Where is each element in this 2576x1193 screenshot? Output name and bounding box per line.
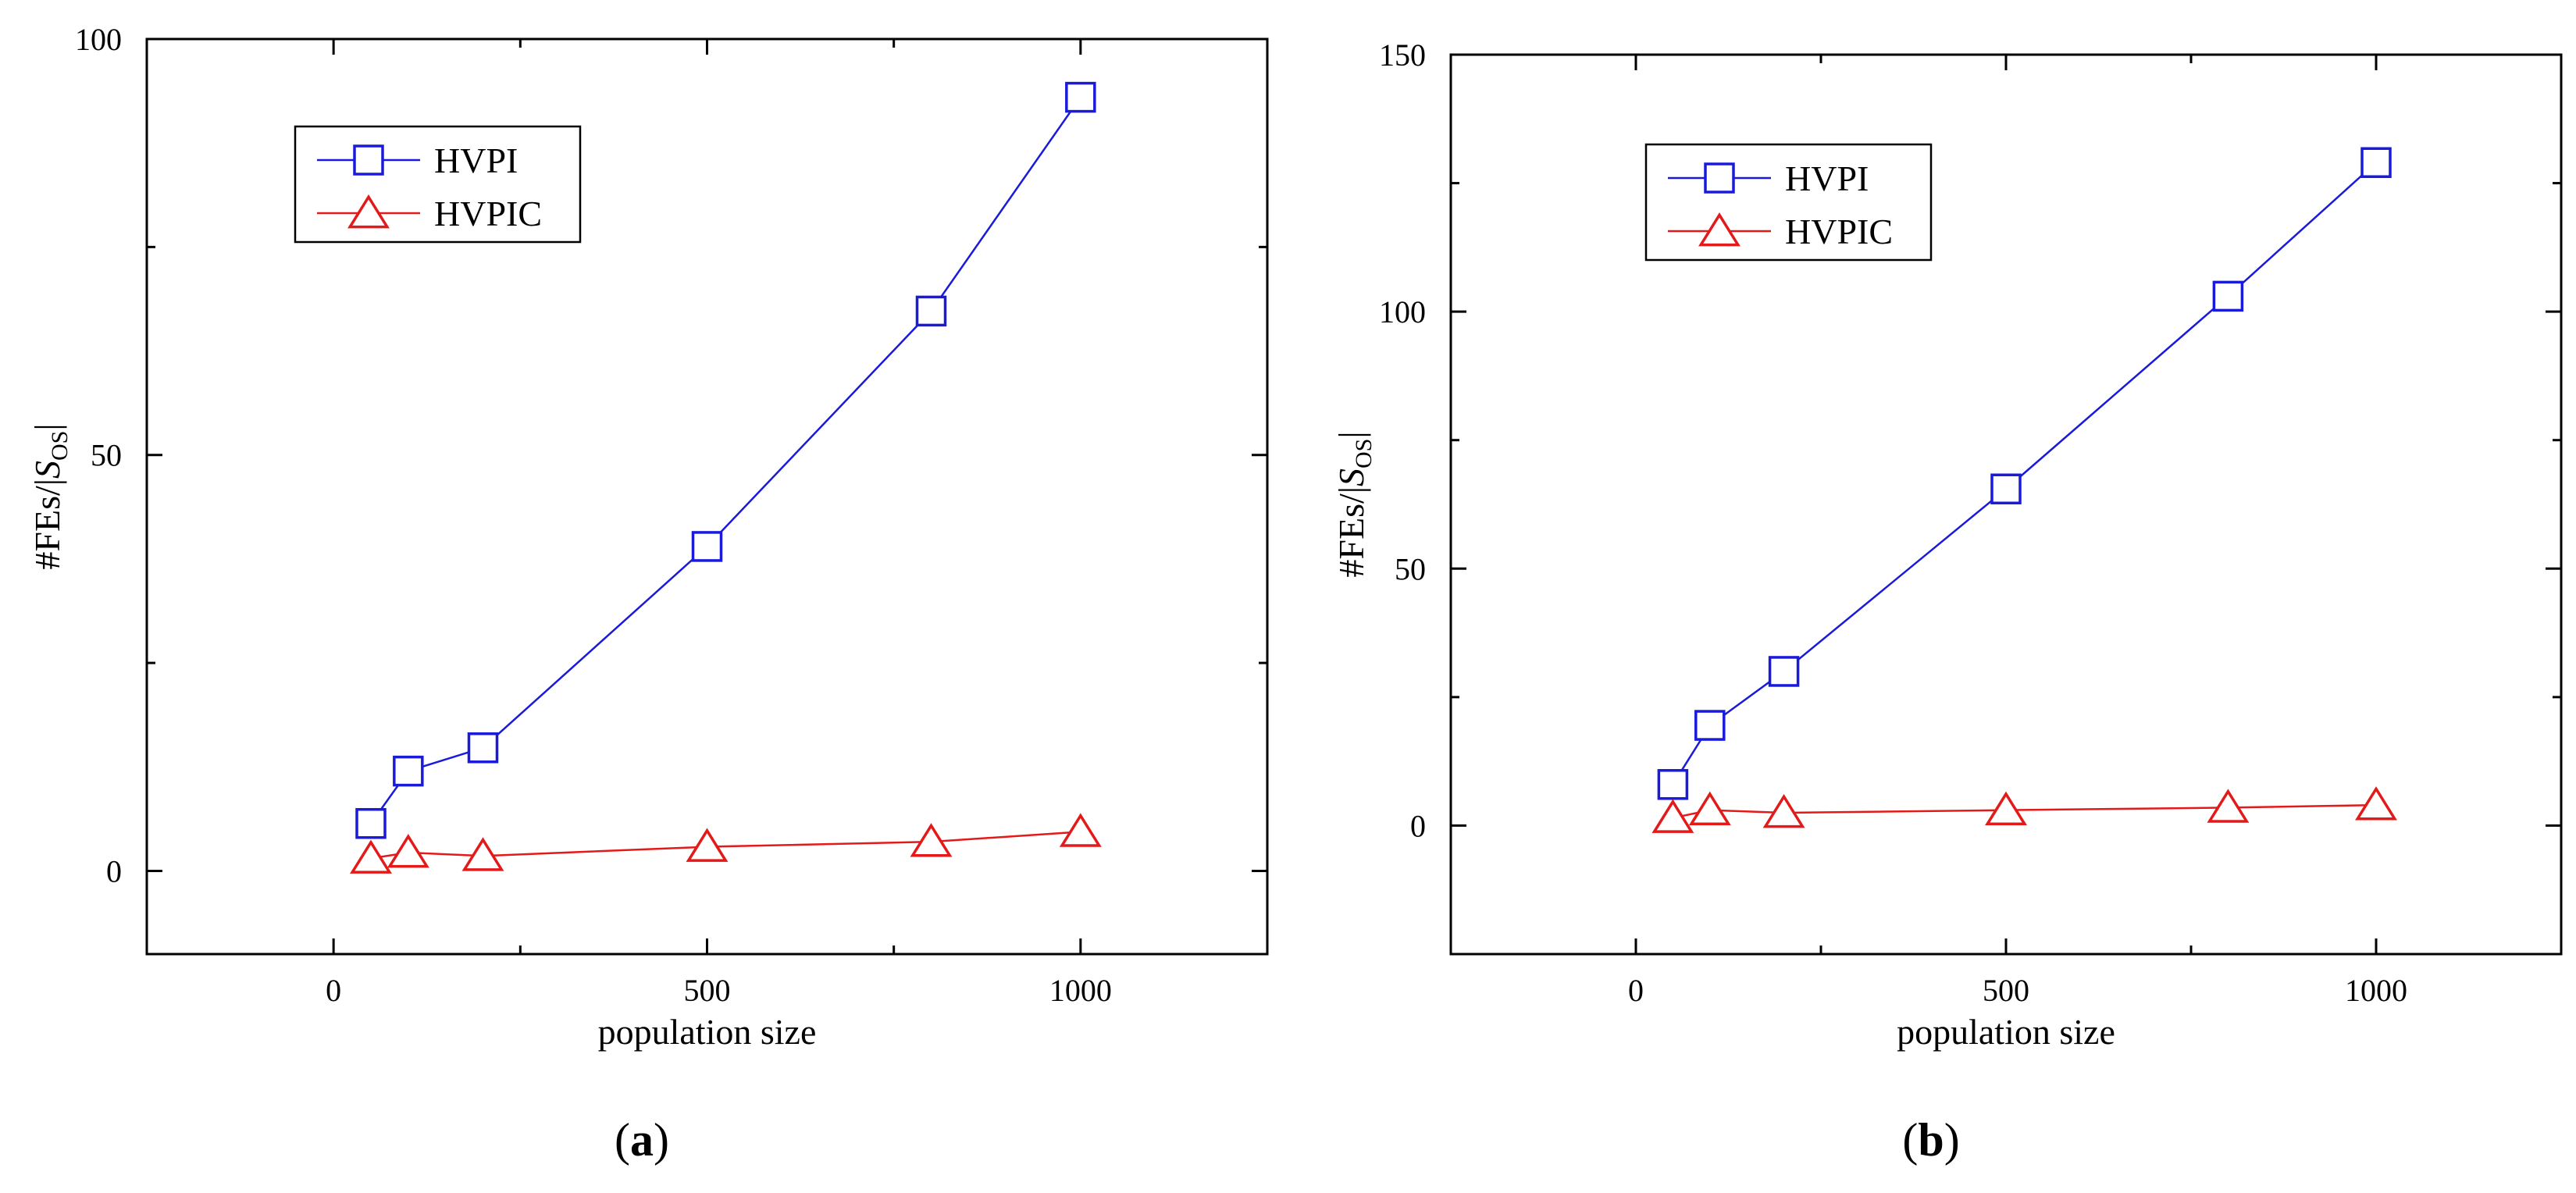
- y-tick-label: 0: [1410, 808, 1426, 843]
- y-axis-title-end: |: [1331, 431, 1371, 438]
- legend: HVPI HVPIC: [294, 125, 582, 244]
- legend-marker-hvpic: [347, 194, 390, 229]
- subfigure-caption: (b): [1902, 1114, 1959, 1166]
- series-hvpic: [1651, 786, 2397, 833]
- data-point-hvpi: [1990, 473, 2022, 505]
- x-axis-title: population size: [598, 1012, 817, 1052]
- y-axis-title-main: #FEs/|: [27, 479, 67, 570]
- data-point-hvpi: [1065, 81, 1096, 113]
- legend-label-hvpi: HVPI: [1785, 158, 1869, 198]
- data-point-hvpic: [461, 837, 504, 871]
- data-point-hvpi: [355, 807, 387, 839]
- data-point-hvpi: [915, 295, 947, 327]
- legend: HVPI HVPIC: [1644, 143, 1933, 262]
- y-axis-title: #FEs/|SOS|: [1331, 431, 1377, 577]
- data-point-hvpic: [686, 828, 729, 862]
- x-tick-label: 0: [326, 973, 341, 1008]
- data-point-hvpi: [1768, 656, 1800, 687]
- caption-letter: b: [1918, 1114, 1944, 1166]
- data-point-hvpi: [467, 732, 499, 764]
- series-hvpi: [1657, 147, 2392, 800]
- data-point-hvpi: [1657, 769, 1689, 800]
- subfigure-caption: (a): [615, 1114, 669, 1166]
- y-axis-title-symbol: S: [1331, 468, 1371, 486]
- data-point-hvpic: [387, 833, 429, 868]
- data-point-hvpi: [2212, 280, 2244, 312]
- data-point-hvpic: [1059, 813, 1102, 847]
- series-hvpi: [355, 81, 1096, 839]
- legend-marker-hvpic: [1698, 212, 1740, 247]
- y-axis-title-end: |: [27, 423, 67, 430]
- data-point-hvpi: [393, 755, 424, 787]
- caption-open: (: [1902, 1114, 1918, 1166]
- data-point-hvpic: [1985, 791, 2027, 826]
- y-tick-label: 100: [75, 22, 122, 57]
- legend-marker-hvpi: [353, 144, 384, 176]
- x-tick-label: 0: [1628, 973, 1644, 1008]
- data-point-hvpic: [2207, 789, 2250, 823]
- y-tick-label: 100: [1379, 294, 1426, 329]
- caption-letter: a: [630, 1114, 654, 1166]
- y-tick-label: 50: [91, 438, 122, 473]
- data-point-hvpic: [1688, 791, 1731, 826]
- y-axis-title-symbol: S: [27, 461, 67, 479]
- y-axis-title-main: #FEs/|: [1331, 486, 1371, 578]
- y-tick-label: 50: [1395, 551, 1426, 586]
- legend-marker-hvpi: [1704, 162, 1735, 194]
- data-point-hvpic: [350, 839, 392, 874]
- data-point-hvpi: [691, 531, 723, 562]
- data-point-hvpic: [1651, 799, 1694, 833]
- caption-close: ): [1944, 1114, 1960, 1166]
- x-axis-title: population size: [1897, 1012, 2115, 1052]
- chart-b: 0 500 1000 0 50 100 150 population size #FEs/|SO…: [1331, 37, 2563, 1166]
- caption-close: ): [654, 1114, 669, 1166]
- data-point-hvpi: [2360, 147, 2392, 178]
- chart-a: 0 500 1000 0 50 100 population size #FEs/|SOS| H…: [27, 22, 1269, 1166]
- data-point-hvpi: [1694, 710, 1726, 741]
- caption-open: (: [615, 1114, 630, 1166]
- data-point-hvpic: [2355, 786, 2397, 821]
- legend-label-hvpic: HVPIC: [434, 194, 542, 233]
- series-hvpic: [350, 813, 1102, 874]
- y-axis-title-subscript: OS: [47, 431, 73, 461]
- y-tick-label: 0: [106, 853, 122, 889]
- x-tick-label: 1000: [1049, 973, 1112, 1008]
- x-tick-label: 1000: [2345, 973, 2407, 1008]
- y-axis-title-subscript: OS: [1351, 439, 1377, 468]
- y-tick-label: 150: [1379, 37, 1426, 73]
- legend-box: [1644, 143, 1933, 262]
- legend-label-hvpi: HVPI: [434, 141, 518, 180]
- x-tick-label: 500: [1983, 973, 2029, 1008]
- data-point-hvpic: [910, 823, 953, 857]
- data-point-hvpic: [1762, 793, 1805, 828]
- y-axis-title: #FEs/|SOS|: [27, 423, 73, 569]
- legend-box: [294, 125, 582, 244]
- legend-label-hvpic: HVPIC: [1785, 212, 1893, 251]
- x-tick-label: 500: [684, 973, 731, 1008]
